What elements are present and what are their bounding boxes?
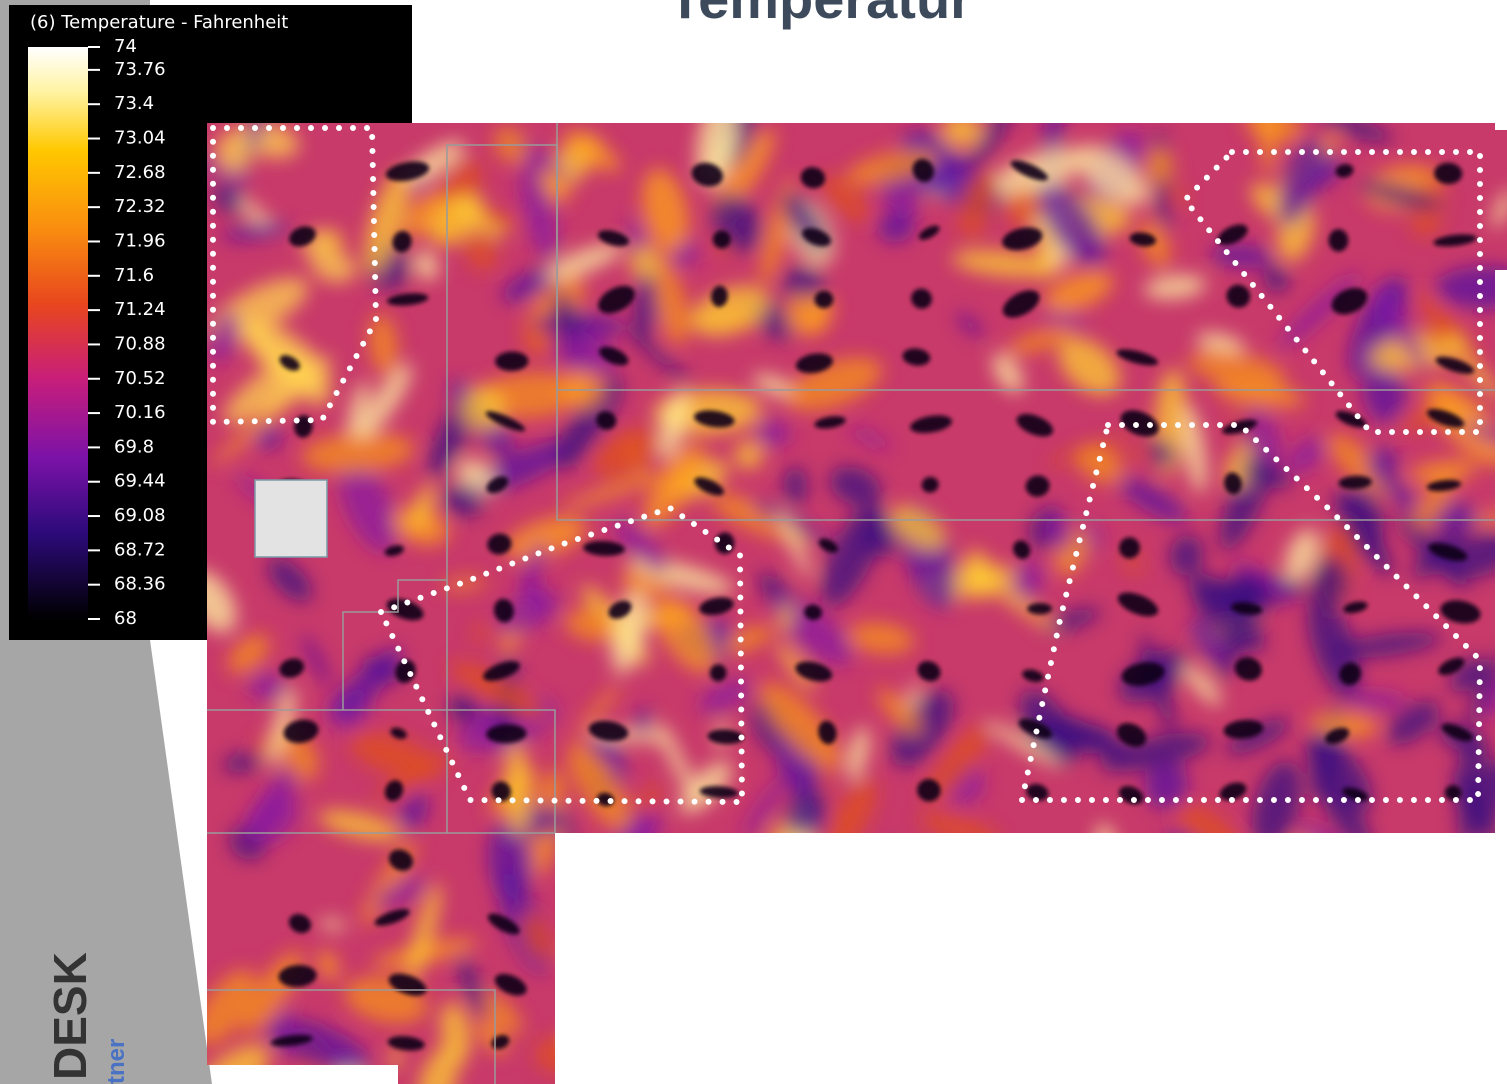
blob (1367, 975, 1432, 1041)
blob (557, 856, 623, 963)
column (255, 480, 327, 557)
blob (898, 900, 958, 960)
blob (941, 920, 982, 955)
tick-label: 68.36 (114, 574, 166, 595)
blob (906, 977, 983, 1060)
blob (1093, 891, 1121, 921)
tick-label: 69.44 (114, 471, 166, 492)
blob (1039, 971, 1086, 1021)
blob (1215, 1045, 1260, 1084)
logo: DESK (44, 952, 96, 1080)
slide-title: Temperatur (668, 0, 972, 30)
blob (947, 1044, 1043, 1084)
tick-label: 72.32 (114, 196, 166, 217)
blob (878, 930, 959, 1017)
blob (1181, 1044, 1232, 1084)
blob (1168, 947, 1219, 991)
tick-label: 70.16 (114, 402, 166, 423)
blob (1243, 934, 1336, 996)
blob (849, 897, 960, 952)
blob (1443, 945, 1489, 1024)
blob (829, 899, 934, 934)
tick-label: 72.68 (114, 162, 166, 183)
blob (703, 953, 762, 1010)
blob (1171, 1000, 1216, 1044)
blob (1432, 847, 1499, 929)
blob (713, 1006, 761, 1084)
blob (942, 1045, 989, 1084)
blob (1492, 934, 1507, 972)
blob (714, 887, 807, 950)
tick-label: 71.96 (114, 230, 166, 251)
blob (628, 992, 655, 1039)
blob (1430, 1028, 1482, 1082)
tick-label: 73.04 (114, 128, 166, 149)
blob (1106, 983, 1209, 1084)
blob (1072, 945, 1144, 1026)
blob (922, 973, 949, 1077)
tick-label: 73.76 (114, 59, 166, 80)
blob (953, 940, 980, 990)
blob (1030, 925, 1112, 1025)
tick-label: 74 (114, 36, 137, 57)
blob (969, 1006, 1034, 1026)
blob (813, 896, 893, 1005)
tick-label: 71.24 (114, 299, 166, 320)
blob (1292, 887, 1333, 1001)
blob (1320, 934, 1352, 1022)
blob (719, 956, 758, 1054)
slide: DESK tner Temperatur (6) Temperature - F… (0, 0, 1507, 1084)
tick-label: 69.8 (114, 436, 154, 457)
blob (1400, 943, 1434, 1036)
blob (658, 974, 710, 1013)
blob (1135, 994, 1180, 1084)
tick-label: 69.08 (114, 505, 166, 526)
blob (1213, 869, 1277, 955)
blob (950, 917, 1008, 1010)
blob (1284, 833, 1331, 928)
tick-label: 71.6 (114, 265, 154, 286)
legend-title: (6) Temperature - Fahrenheit (30, 12, 288, 33)
blob (1177, 863, 1265, 941)
blob (556, 895, 636, 966)
blob (1154, 820, 1239, 916)
blob (817, 841, 895, 943)
blob (1005, 966, 1052, 1048)
blob (588, 1048, 695, 1084)
blob (1081, 946, 1143, 1015)
tick-label: 70.52 (114, 368, 166, 389)
blob (1157, 979, 1225, 1016)
blob (1471, 905, 1507, 950)
blob (724, 961, 819, 1041)
page: DESK tner Temperatur (6) Temperature - F… (0, 0, 1507, 1084)
tick-label: 70.88 (114, 333, 166, 354)
blob (1147, 148, 1173, 185)
blob (938, 874, 974, 910)
blob (1281, 987, 1347, 1026)
blob (717, 899, 809, 964)
tagline: tner (103, 1039, 130, 1084)
tick-label: 73.4 (114, 93, 154, 114)
tick-label: 68.72 (114, 539, 166, 560)
blob (1055, 990, 1093, 1084)
blob (802, 862, 856, 914)
blob (1382, 956, 1425, 1041)
blob (566, 1021, 601, 1058)
blob (1415, 851, 1492, 945)
blob (1017, 993, 1101, 1043)
tick-label: 68 (114, 608, 137, 629)
blob (1243, 1045, 1292, 1084)
blob (765, 881, 835, 952)
colorbar (28, 47, 88, 619)
blob (870, 936, 898, 979)
blob (926, 846, 968, 945)
blob (1263, 1009, 1355, 1080)
blob (999, 936, 1068, 1014)
blob (1138, 939, 1193, 992)
blob (1376, 1006, 1432, 1063)
blob (883, 840, 907, 939)
blob (1194, 861, 1225, 940)
blob (1105, 970, 1156, 1028)
